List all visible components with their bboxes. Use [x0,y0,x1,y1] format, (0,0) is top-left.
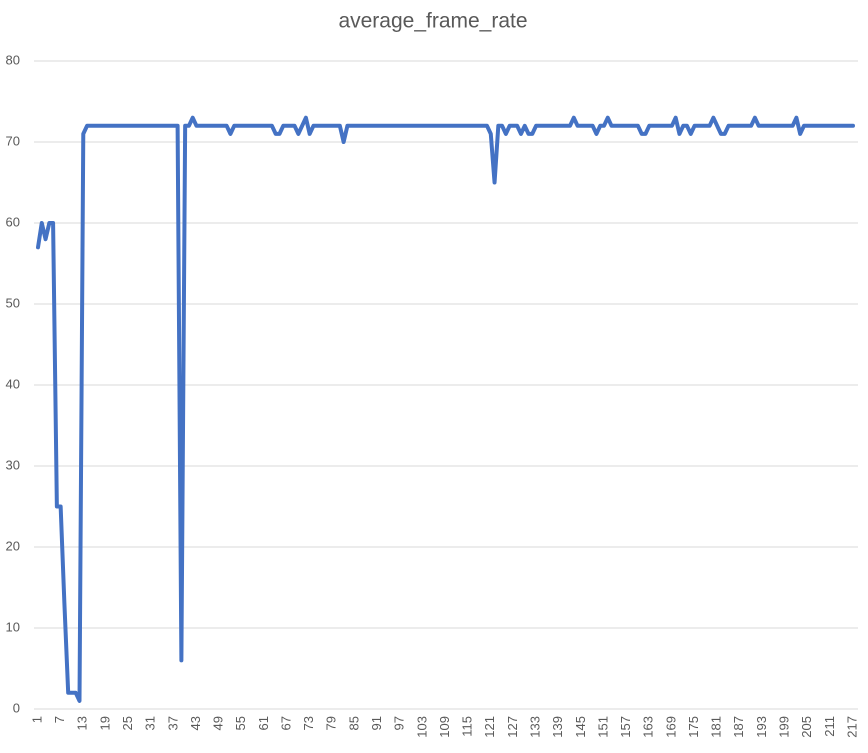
x-tick-label: 43 [188,716,203,730]
x-tick-label: 37 [165,716,180,730]
x-tick-label: 139 [550,716,565,738]
x-tick-label: 55 [233,716,248,730]
x-tick-label: 163 [641,716,656,738]
x-tick-label: 121 [482,716,497,738]
x-tick-label: 127 [505,716,520,738]
x-tick-label: 61 [256,716,271,730]
y-tick-label: 40 [6,376,20,391]
x-tick-label: 25 [120,716,135,730]
data-line [36,115,855,703]
x-tick-label: 187 [731,716,746,738]
x-tick-label: 103 [414,716,429,738]
x-tick-label: 19 [97,716,112,730]
x-tick-label: 79 [324,716,339,730]
y-tick-label: 10 [6,619,20,634]
x-tick-label: 181 [709,716,724,738]
x-tick-label: 31 [143,716,158,730]
y-tick-label: 60 [6,214,20,229]
chart-title: average_frame_rate [338,10,527,33]
x-tick-label: 151 [595,716,610,738]
x-tick-label: 175 [686,716,701,738]
x-tick-label: 109 [437,716,452,738]
y-tick-label: 0 [13,700,20,715]
x-tick-label: 49 [211,716,226,730]
y-tick-label: 50 [6,295,20,310]
x-tick-label: 205 [799,716,814,738]
x-tick-label: 13 [75,716,90,730]
x-tick-label: 91 [369,716,384,730]
x-tick-label: 73 [301,716,316,730]
x-tick-label: 133 [527,716,542,738]
x-tick-label: 157 [618,716,633,738]
x-tick-label: 97 [392,716,407,730]
x-tick-label: 217 [844,716,859,738]
y-tick-label: 70 [6,133,20,148]
x-tick-label: 199 [777,716,792,738]
x-tick-label: 1 [29,716,44,723]
x-tick-label: 211 [822,716,837,737]
x-tick-label: 7 [52,716,67,723]
x-tick-label: 85 [346,716,361,730]
x-tick-label: 67 [278,716,293,730]
y-tick-label: 80 [6,52,20,67]
x-tick-label: 169 [663,716,678,738]
y-tick-label: 30 [6,457,20,472]
x-tick-label: 193 [754,716,769,738]
x-tick-label: 115 [460,716,475,737]
y-tick-label: 20 [6,538,20,553]
x-tick-label: 145 [573,716,588,738]
